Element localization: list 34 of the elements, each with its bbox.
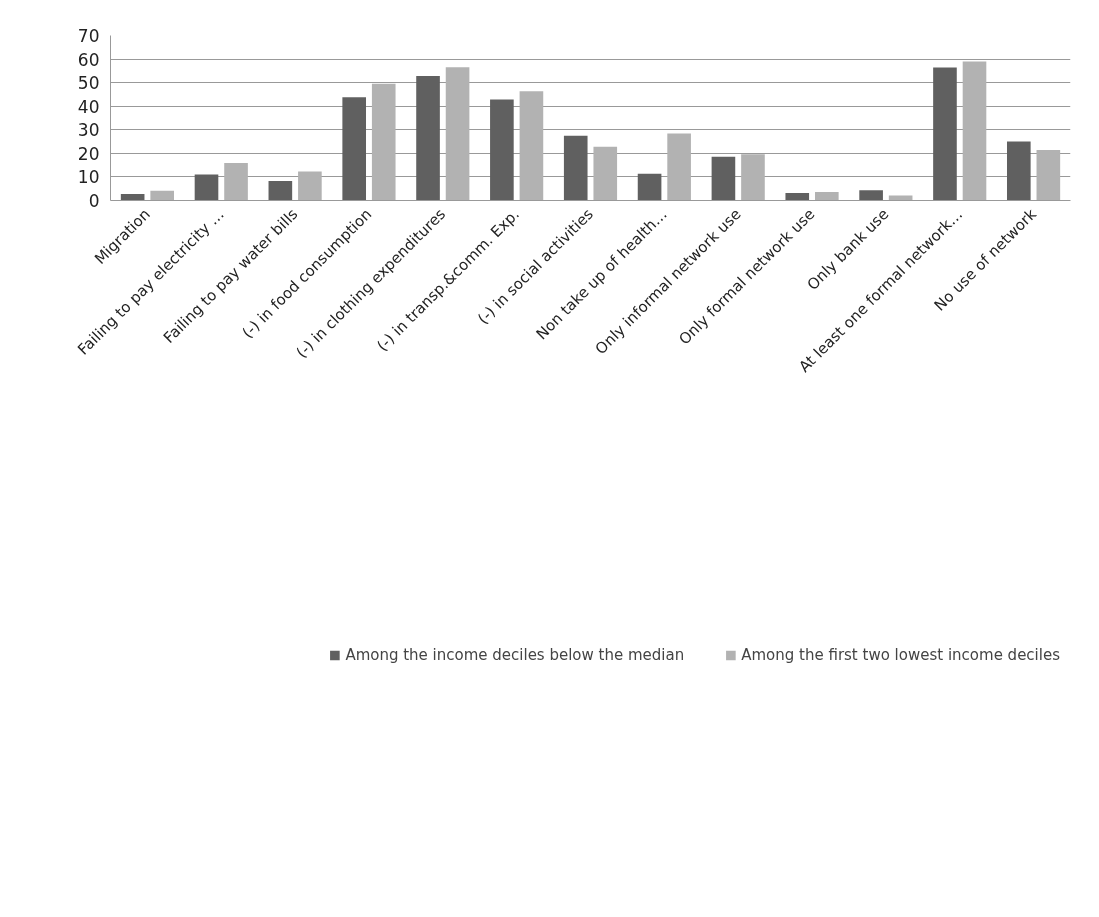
bar (150, 190, 175, 201)
bar (1036, 150, 1061, 201)
bar (563, 135, 588, 201)
y-tick-label: 20 (77, 143, 100, 164)
legend-label: Among the first two lowest income deciles (741, 646, 1060, 664)
bar (445, 67, 470, 201)
bar (371, 83, 396, 201)
bar (416, 76, 440, 201)
y-tick-label: 60 (77, 49, 100, 70)
y-tick-label: 50 (77, 73, 100, 94)
bar (194, 174, 219, 201)
y-tick-label: 70 (77, 26, 100, 46)
bar (711, 156, 736, 201)
bar (859, 190, 883, 201)
bar (814, 192, 839, 201)
bar (637, 173, 662, 201)
y-tick-label: 10 (77, 167, 100, 188)
bar (593, 146, 618, 201)
bar (933, 67, 957, 201)
bar (490, 99, 514, 201)
bar (268, 180, 293, 201)
bar (741, 154, 765, 201)
legend-label: Among the income deciles below the median (345, 646, 685, 664)
y-tick-label: 0 (88, 191, 100, 211)
bar (1006, 141, 1031, 201)
bar (962, 61, 987, 201)
y-tick-label: 40 (77, 96, 100, 117)
bar (298, 171, 322, 201)
bar (667, 133, 691, 201)
bar (224, 163, 248, 201)
bar (519, 91, 544, 201)
y-tick-label: 30 (77, 120, 100, 141)
bar (785, 192, 810, 201)
bar (342, 97, 367, 201)
